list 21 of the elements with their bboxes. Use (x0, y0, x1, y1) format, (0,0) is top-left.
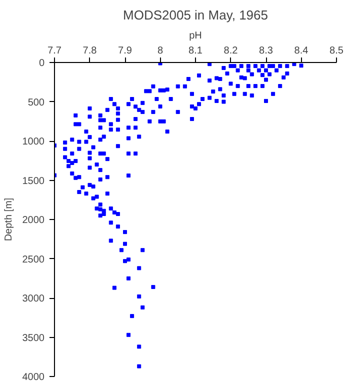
x-axis-title: pH (189, 30, 202, 42)
y-tick-label: 1500 (22, 176, 45, 187)
x-tick-label: 7.8 (82, 46, 98, 56)
y-tick-label: 4000 (22, 372, 45, 383)
x-tick-label: 8.3 (259, 46, 274, 56)
x-tick-label: 8.4 (294, 46, 309, 56)
x-tick-label: 8.1 (188, 46, 203, 56)
x-tick-label: 7.9 (118, 46, 132, 56)
x-tick-label: 7.7 (48, 46, 62, 56)
y-tick-label: 1000 (22, 136, 45, 148)
y-tick-label: 0 (38, 58, 45, 69)
y-tick-label: 2500 (22, 254, 45, 266)
x-tick-label: 8.2 (224, 46, 238, 56)
x-tick-label: 8 (157, 46, 164, 56)
y-axis-title: Depth [m] (3, 198, 14, 242)
y-tick-label: 500 (28, 97, 45, 108)
y-tick-label: 3500 (22, 332, 45, 344)
x-tick-label: 8.5 (330, 46, 344, 56)
y-tick-label: 3000 (22, 294, 45, 304)
y-tick-label: 2000 (22, 215, 45, 226)
chart-title: MODS2005 in May, 1965 (123, 8, 268, 22)
